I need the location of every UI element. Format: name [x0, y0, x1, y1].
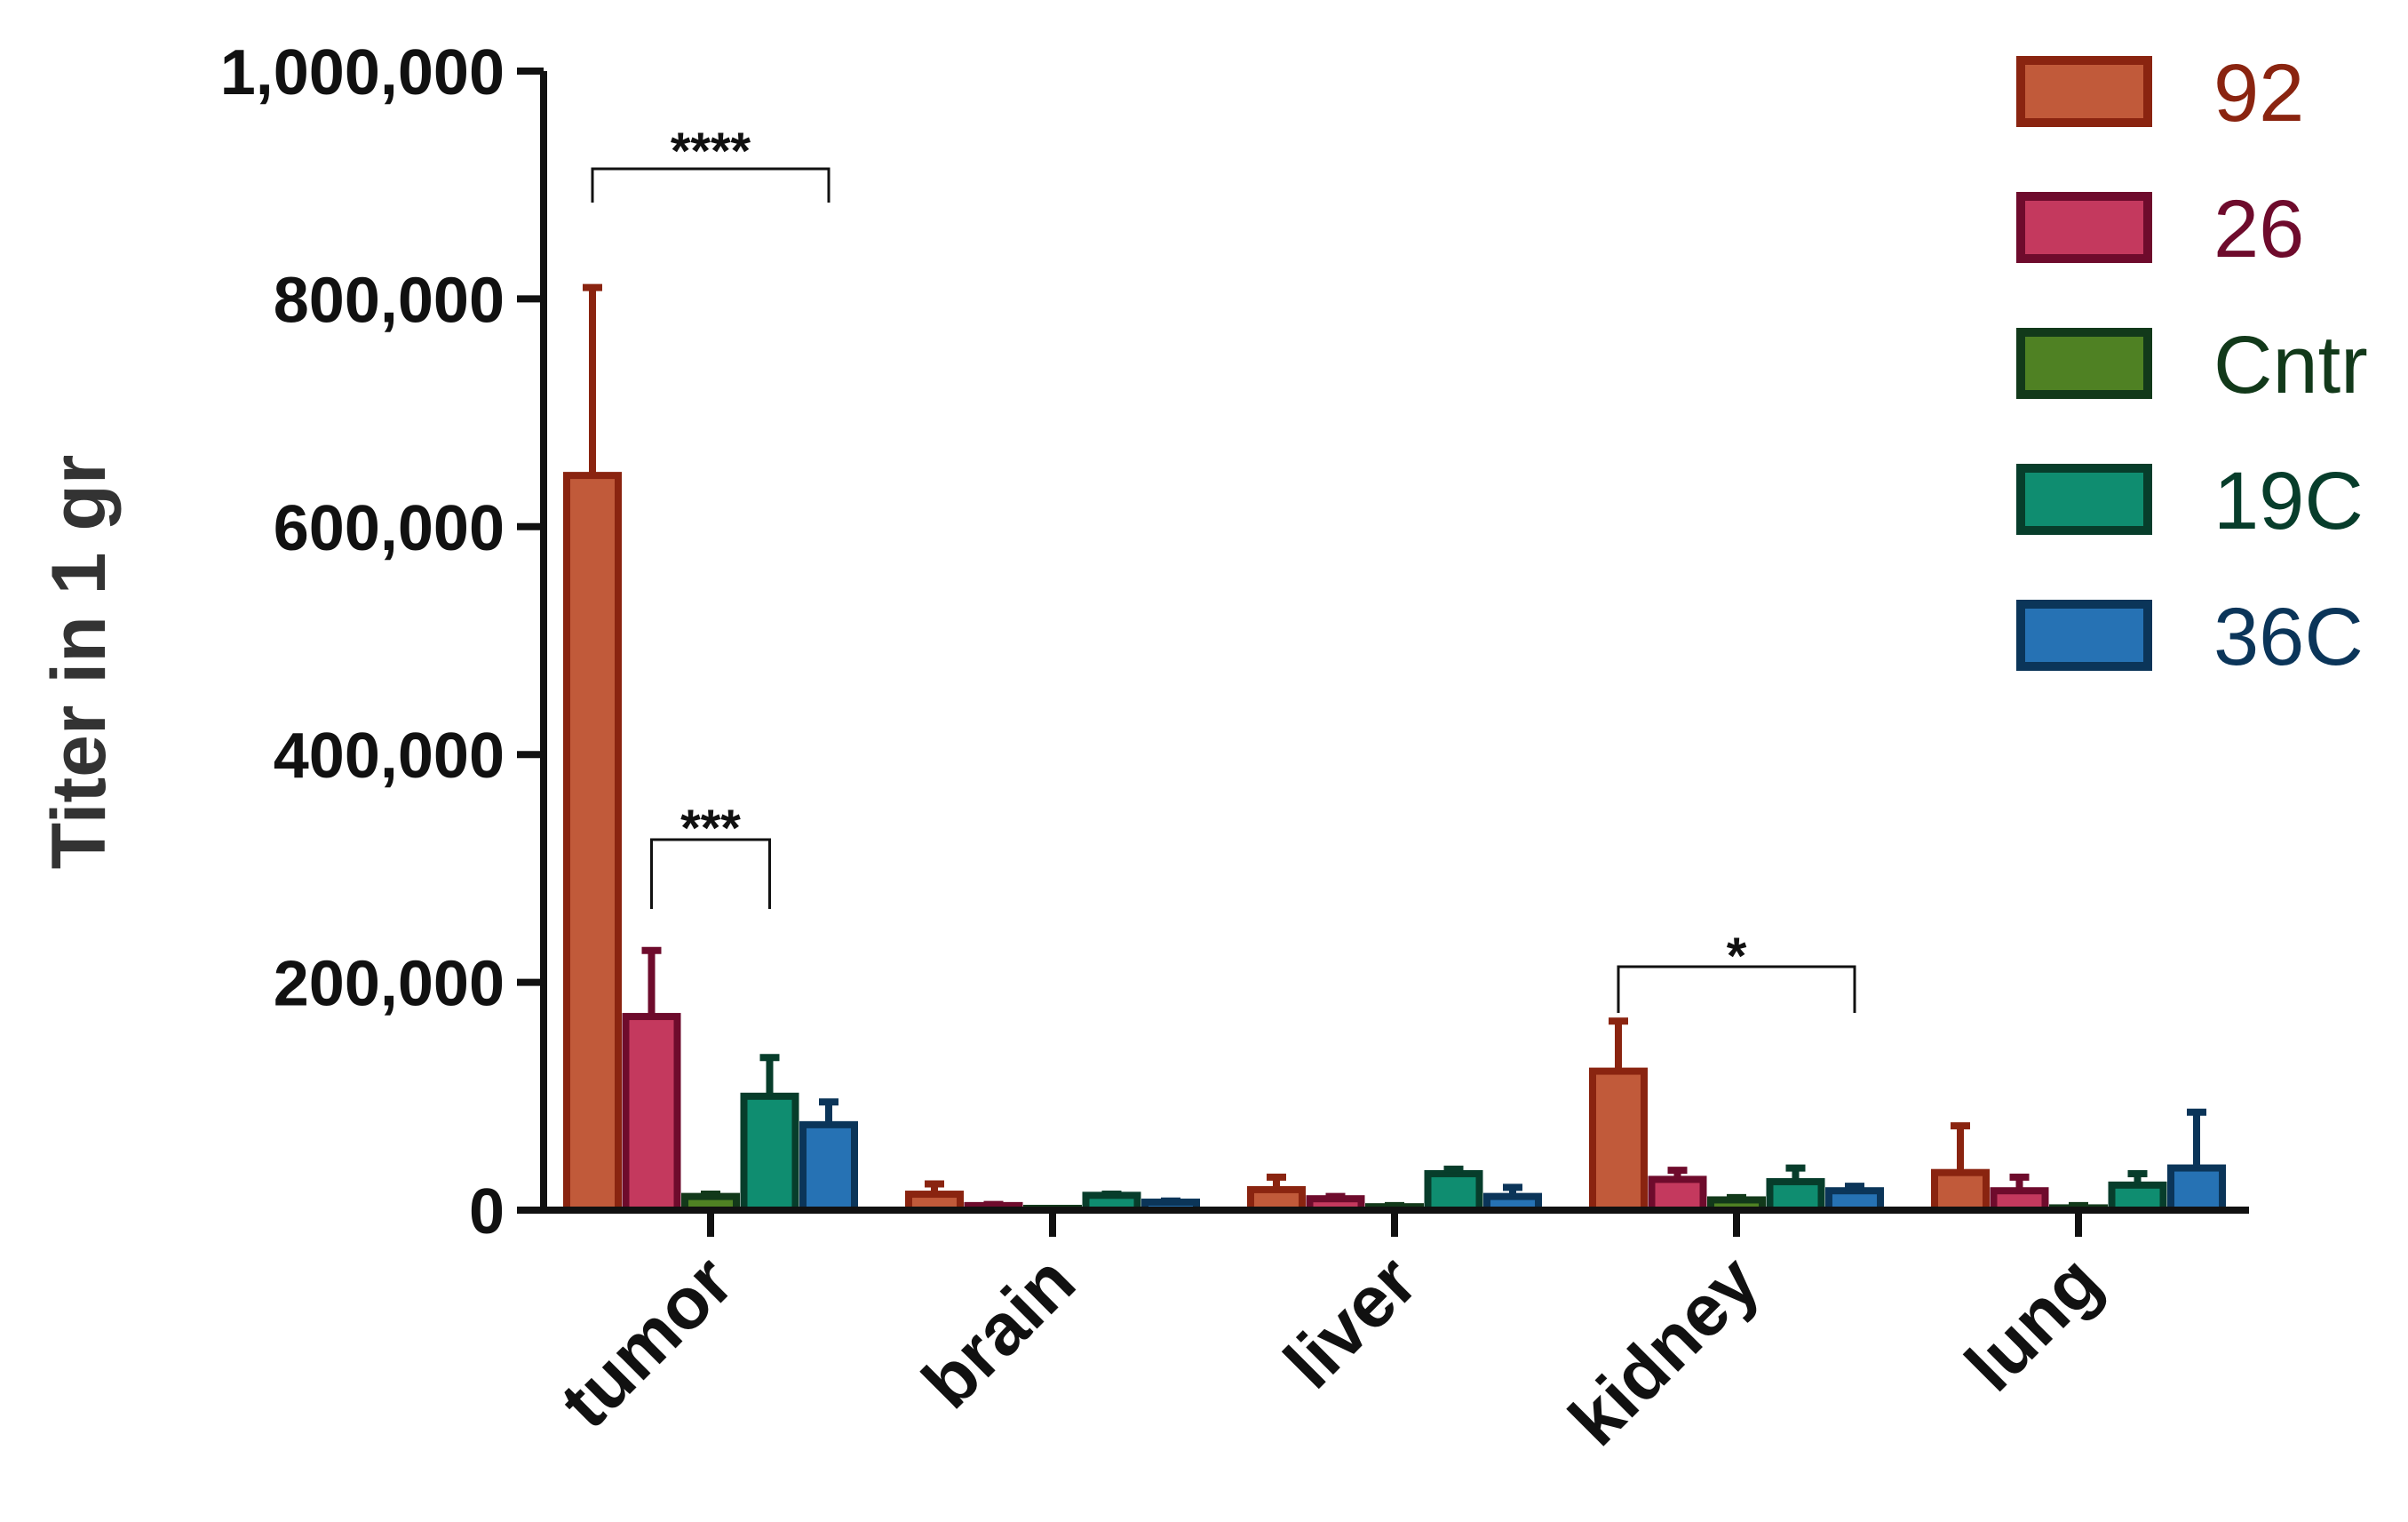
- significance-bracket: [650, 838, 771, 909]
- x-category-label-tumor: tumor: [545, 1240, 749, 1444]
- axes-layer: 0 200,000 400,000 600,000 800,000 1,000,000 tu…: [220, 37, 2249, 1461]
- y-tick-label: 600,000: [274, 493, 505, 564]
- y-tick-label: 0: [469, 1176, 505, 1247]
- x-category-label-liver: liver: [1269, 1240, 1433, 1404]
- significance-label: ***: [680, 800, 741, 857]
- legend-swatch-19C: [2016, 464, 2152, 535]
- x-category-label-brain: brain: [908, 1240, 1091, 1423]
- bar-kidney-92: [1589, 1067, 1648, 1214]
- bar-lung-36C: [2167, 1164, 2226, 1215]
- significance-bracket: [591, 167, 830, 203]
- x-category-label-kidney: kidney: [1554, 1240, 1775, 1461]
- bar-tumor-19C: [740, 1092, 799, 1215]
- bar-lung-19C: [2108, 1181, 2167, 1215]
- y-tick-label: 800,000: [274, 265, 505, 336]
- y-tick-label: 400,000: [274, 721, 505, 792]
- error-bars-layer: [583, 283, 2206, 1213]
- legend-swatch-36C: [2016, 600, 2152, 671]
- legend-label-Cntr: Cntr: [2213, 320, 2368, 410]
- legend-label-19C: 19C: [2213, 456, 2364, 546]
- significance-label: *: [1727, 928, 1747, 985]
- y-tick-label: 200,000: [274, 949, 505, 1020]
- legend: 92 26 Cntr 19C 36C: [2016, 48, 2368, 682]
- significance-layer: ********: [591, 123, 1856, 1013]
- y-axis-title: Titer in 1 gr: [36, 455, 122, 870]
- bar-tumor-92: [563, 472, 622, 1214]
- legend-label-92: 92: [2213, 48, 2304, 139]
- bars-layer: [563, 472, 2226, 1215]
- legend-swatch-92: [2016, 56, 2152, 127]
- bar-liver-19C: [1424, 1169, 1483, 1214]
- bar-kidney-26: [1648, 1175, 1707, 1214]
- legend-swatch-Cntr: [2016, 328, 2152, 399]
- bar-lung-92: [1931, 1168, 1990, 1214]
- legend-swatch-26: [2016, 192, 2152, 263]
- legend-label-36C: 36C: [2213, 592, 2364, 682]
- legend-label-26: 26: [2213, 184, 2304, 275]
- y-tick-label: 1,000,000: [220, 37, 505, 108]
- significance-label: ****: [671, 123, 751, 180]
- bar-tumor-36C: [799, 1120, 858, 1214]
- bar-tumor-26: [622, 1013, 681, 1215]
- x-category-label-lung: lung: [1951, 1240, 2117, 1406]
- significance-bracket: [1617, 965, 1856, 1013]
- bar-kidney-19C: [1766, 1177, 1825, 1214]
